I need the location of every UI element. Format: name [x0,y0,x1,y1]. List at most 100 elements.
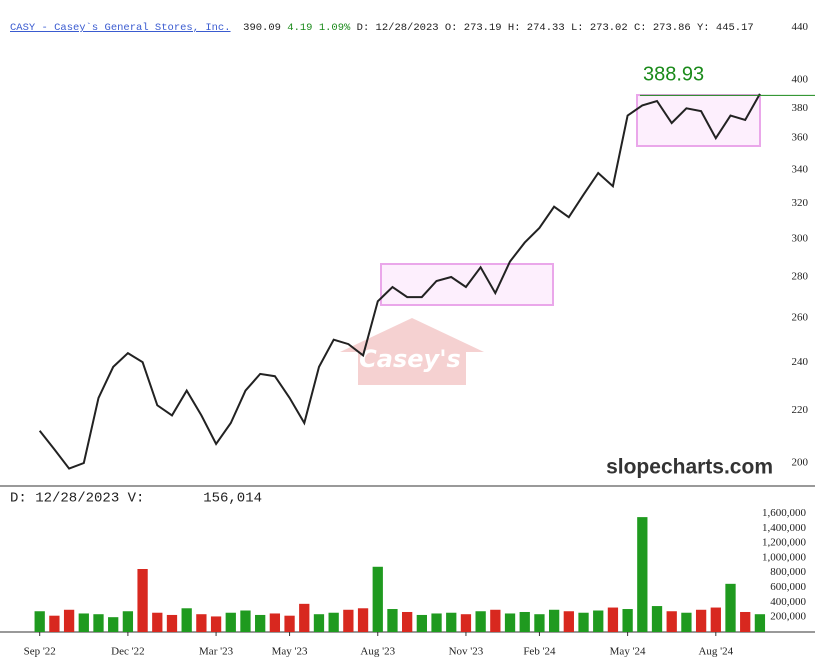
y-tick-label: 1,600,000 [762,507,807,519]
y-tick-label: 1,000,000 [762,551,807,563]
change-pct: 1.09% [318,22,351,34]
volume-bar [225,612,236,632]
high: H: 274.33 [507,22,565,34]
volume-bar [431,613,442,632]
y-tick-label: 800,000 [770,566,806,578]
volume-readout-label: D: 12/28/2023 V: [10,491,144,507]
volume-bar [269,613,281,632]
volume-bar [754,614,766,632]
annotation-label: 388.93 [643,64,704,86]
y-tick-label: 260 [792,312,809,324]
volume-readout-value: 156,014 [203,491,262,507]
volume-bar [49,615,60,632]
range-box [636,94,761,147]
volume-bar [299,603,310,632]
x-tick-label: May '23 [272,646,308,658]
volume-bar [519,611,530,632]
volume-bar [534,614,545,632]
volume-bar [313,614,325,632]
y-tick-label: 600,000 [770,581,806,593]
volume-bar [152,612,163,632]
volume-bar [504,613,516,632]
y-tick-label: 360 [792,132,809,144]
x-tick-label: May '24 [610,646,646,658]
x-tick-label: Aug '24 [698,646,733,658]
y-tick-label: 280 [792,271,809,283]
date: D: 12/28/2023 [356,22,439,34]
volume-bar [637,517,648,632]
volume-bar [548,609,560,632]
x-tick-label: Feb '24 [523,646,556,658]
volume-bar [255,614,266,632]
volume-bar [122,611,134,632]
volume-bar [210,616,222,632]
header: CASY - Casey`s General Stores, Inc. 390.… [10,22,754,34]
y-tick-label: 300 [792,232,809,244]
volume-bar [725,583,736,632]
y-tick-label: 200,000 [770,611,806,623]
volume-bar [740,611,751,632]
x-tick-label: Aug '23 [360,646,395,658]
x-tick-label: Mar '23 [199,646,234,658]
volume-bar [593,610,604,632]
volume-bar [475,611,486,632]
y-tick-label: 220 [792,404,809,416]
volume-bar [416,614,427,632]
volume-bar [402,611,413,632]
volume-bar [622,609,633,632]
volume-bar [666,611,677,632]
x-tick-label: Sep '22 [24,646,56,658]
volume-bar [607,607,619,632]
volume-bar [490,609,501,632]
y-tick-label: 200 [792,457,809,469]
volume-bar [240,610,251,632]
y-tick-label: 1,400,000 [762,522,807,534]
y-tick-label: 320 [792,197,809,209]
x-tick-label: Nov '23 [449,646,484,658]
y-tick-label: 400 [792,73,809,85]
y-tick-label: 400,000 [770,596,806,608]
volume-bar [372,566,383,632]
y-value: Y: 445.17 [697,22,754,34]
volume-bar [108,617,119,632]
logo-text: Casey's [359,345,461,373]
volume-bar [137,569,148,632]
y-tick-label: 380 [792,102,809,114]
volume-bar [681,612,692,632]
volume-bar [651,606,663,632]
volume-bar [446,612,457,632]
volume-bar [578,612,589,632]
y-tick-label: 340 [792,163,809,175]
volume-bar [563,611,574,632]
volume-bar [387,609,398,632]
volume-bar [357,608,369,632]
volume-bar [710,607,721,632]
low: L: 273.02 [570,22,628,34]
x-tick-label: Dec '22 [111,646,144,658]
volume-bar [460,614,472,632]
volume-bar [196,614,207,632]
volume-bar [34,611,45,632]
price-line [38,93,761,470]
y-tick-label: 240 [792,356,809,368]
close: C: 273.86 [633,22,691,34]
volume-bar [63,609,75,632]
change: 4.19 [287,22,313,34]
watermark: slopecharts.com [606,456,773,479]
volume-bar [343,609,354,632]
y-tick-label: 440 [792,21,809,33]
open: O: 273.19 [444,22,502,34]
volume-bar [328,612,339,632]
volume-bar [166,614,178,632]
last-price: 390.09 [243,22,281,34]
volume-bar [78,613,89,632]
volume-bar [93,614,104,632]
volume-bar [284,615,295,632]
volume-bar [695,609,707,632]
logo-shape [340,318,484,385]
volume-bar [181,608,192,632]
y-tick-label: 1,200,000 [762,537,807,549]
symbol-link[interactable]: CASY - Casey`s General Stores, Inc. [10,22,231,34]
